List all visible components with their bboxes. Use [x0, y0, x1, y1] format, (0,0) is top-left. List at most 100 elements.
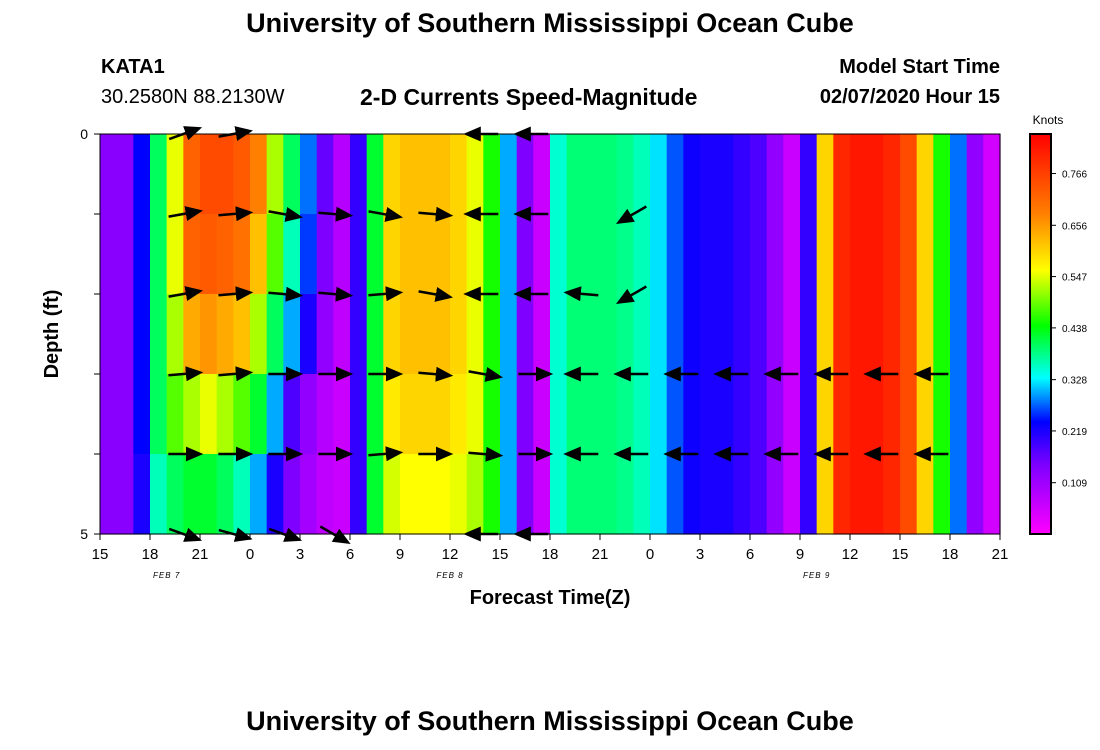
heatmap-cell [466, 294, 484, 375]
heatmap-cell [316, 374, 334, 455]
heatmap-cell [533, 294, 551, 375]
x-tick-label: 6 [746, 546, 754, 563]
x-tick-label: 15 [92, 546, 109, 563]
heatmap-cell [450, 214, 468, 295]
heatmap-cell [950, 374, 968, 455]
heatmap-cell [500, 374, 518, 455]
heatmap-cell [350, 294, 368, 375]
heatmap-cell [316, 454, 334, 535]
heatmap-cell [250, 214, 268, 295]
colorbar [1029, 133, 1052, 535]
date-label: FEB 9 [803, 571, 830, 580]
current-vector-arrow [218, 527, 253, 542]
heatmap-cell [150, 214, 168, 295]
heatmap-cell [900, 454, 918, 535]
heatmap-cell [483, 134, 501, 215]
heatmap-cell [600, 374, 618, 455]
heatmap-cell [300, 134, 318, 215]
colorbar-tick-label: 0.109 [1062, 479, 1087, 490]
current-vectors [168, 126, 949, 544]
heatmap-cell [333, 454, 351, 535]
heatmap-cell [183, 294, 201, 375]
current-vector-arrow [168, 366, 204, 382]
heatmap-cell [983, 294, 1001, 375]
heatmap-cell [883, 374, 901, 455]
model-start-value: 02/07/2020 Hour 15 [819, 86, 1000, 108]
colorbar-tick-label: 0.438 [1062, 324, 1087, 335]
heatmap-cell [933, 454, 951, 535]
heatmap-cell [116, 374, 134, 455]
heatmap-cell [816, 374, 834, 455]
heatmap-cell [700, 454, 718, 535]
heatmap-cell [900, 374, 918, 455]
heatmap-cell [233, 294, 251, 375]
heatmap-cell [283, 214, 301, 295]
current-vector-arrow [218, 286, 254, 302]
heatmap-cell [233, 374, 251, 455]
heatmap-cell [516, 374, 534, 455]
heatmap-cell [200, 374, 218, 455]
current-vector-arrow [615, 285, 647, 304]
heatmap-cell [866, 374, 884, 455]
heatmap-cell [666, 294, 684, 375]
heatmap-cell [916, 374, 934, 455]
heatmap-cell [350, 134, 368, 215]
heatmap-cell [833, 214, 851, 295]
heatmap-cell [833, 294, 851, 375]
heatmap-cell [816, 294, 834, 375]
heatmap-cell [533, 454, 551, 535]
heatmap-cell [116, 294, 134, 375]
heatmap-cell [766, 374, 784, 455]
heatmap-cell [700, 134, 718, 215]
heatmap-cell [700, 374, 718, 455]
x-tick-label: 12 [442, 546, 459, 563]
heatmap-cell [750, 134, 768, 215]
heatmap-cell [633, 134, 651, 215]
heatmap-cell [200, 134, 218, 215]
current-vector-arrow [319, 525, 351, 544]
x-tick-label: 0 [246, 546, 254, 563]
heatmap-cell [183, 454, 201, 535]
heatmap-cell [600, 134, 618, 215]
heatmap-cell [483, 294, 501, 375]
heatmap-cell [333, 214, 351, 295]
heatmap-cell [983, 134, 1001, 215]
chart-subtitle: 2-D Currents Speed-Magnitude [360, 84, 698, 110]
heatmap-cell [583, 374, 601, 455]
heatmap-cell [783, 134, 801, 215]
heatmap-cell [866, 454, 884, 535]
heatmap-cell [700, 214, 718, 295]
heatmap-cell [733, 214, 751, 295]
heatmap-cell [683, 214, 701, 295]
heatmap-cell [616, 454, 634, 535]
heatmap-cell [733, 374, 751, 455]
heatmap-cell [183, 374, 201, 455]
heatmap-cell [100, 134, 118, 215]
heatmap-cell [400, 214, 418, 295]
heatmap-cell [633, 454, 651, 535]
heatmap-cell [550, 294, 568, 375]
heatmap-cell [666, 454, 684, 535]
heatmap-cell [916, 134, 934, 215]
colorbar-title: Knots [1033, 113, 1064, 127]
heatmap-cell [300, 454, 318, 535]
x-tick-label: 12 [842, 546, 859, 563]
heatmap-cell [416, 374, 434, 455]
heatmap-cell [516, 214, 534, 295]
heatmap-cell [300, 374, 318, 455]
station-id: KATA1 [101, 56, 165, 78]
heatmap-cell [800, 134, 818, 215]
heatmap-cell [900, 294, 918, 375]
heatmap-cell [566, 134, 584, 215]
colorbar-tick-label: 0.547 [1062, 273, 1087, 284]
heatmap-cell [800, 374, 818, 455]
heatmap-cell [200, 214, 218, 295]
x-tick-label: 9 [396, 546, 404, 563]
heatmap-cell [366, 374, 384, 455]
heatmap-cell [216, 134, 234, 215]
heatmap-cell [650, 294, 668, 375]
heatmap-cell [600, 294, 618, 375]
heatmap-cell [966, 454, 984, 535]
heatmap-cell [733, 134, 751, 215]
heatmap-cell [133, 454, 151, 535]
